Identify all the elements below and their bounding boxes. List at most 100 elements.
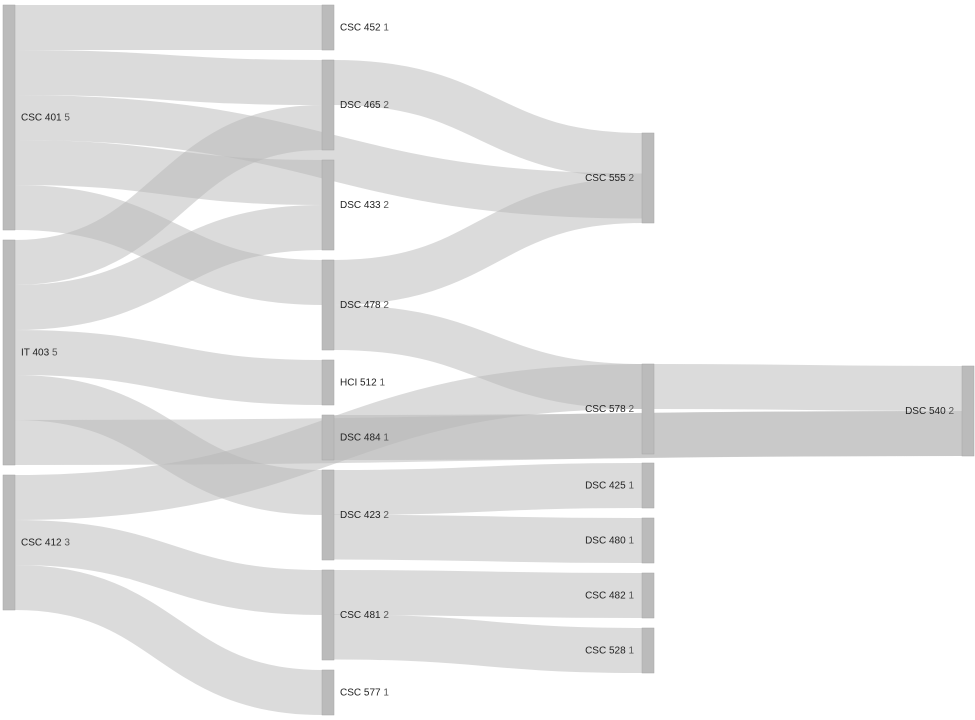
node-value: 2 bbox=[383, 200, 389, 211]
node-label-csc-555: CSC 555 2 bbox=[585, 173, 634, 184]
node-name: DSC 478 bbox=[340, 300, 383, 311]
node-dsc-480[interactable]: DSC 480 1 bbox=[585, 517, 655, 564]
link-dsc-465-to-csc-555[interactable] bbox=[333, 60, 643, 178]
node-bar-dsc-478[interactable] bbox=[321, 259, 335, 351]
node-csc-577[interactable]: CSC 577 1 bbox=[321, 669, 389, 716]
node-name: CSC 481 bbox=[340, 610, 383, 621]
node-value: 1 bbox=[383, 22, 389, 33]
node-dsc-484[interactable]: DSC 484 1 bbox=[321, 414, 389, 461]
link-csc-401-to-csc-555[interactable] bbox=[14, 95, 643, 219]
node-bar-dsc-433[interactable] bbox=[321, 159, 335, 251]
node-name: DSC 465 bbox=[340, 100, 383, 111]
node-dsc-433[interactable]: DSC 433 2 bbox=[321, 159, 389, 251]
link-dsc-478-to-csc-578[interactable] bbox=[333, 305, 643, 409]
node-bar-dsc-484[interactable] bbox=[321, 414, 335, 461]
node-bar-dsc-540[interactable] bbox=[961, 365, 975, 457]
node-bar-csc-482[interactable] bbox=[641, 572, 655, 619]
node-bar-csc-452[interactable] bbox=[321, 4, 335, 51]
node-value: 2 bbox=[383, 100, 389, 111]
node-bar-csc-528[interactable] bbox=[641, 627, 655, 674]
node-csc-528[interactable]: CSC 528 1 bbox=[585, 627, 655, 674]
node-value: 5 bbox=[52, 347, 58, 358]
link-it-403-to-dsc-465[interactable] bbox=[14, 105, 323, 285]
node-value: 1 bbox=[628, 590, 634, 601]
node-bar-csc-578[interactable] bbox=[641, 363, 655, 455]
node-bar-hci-512[interactable] bbox=[321, 359, 335, 406]
node-dsc-540[interactable]: DSC 540 2 bbox=[905, 365, 975, 457]
node-label-dsc-480: DSC 480 1 bbox=[585, 535, 634, 546]
node-bar-csc-481[interactable] bbox=[321, 569, 335, 661]
node-name: DSC 480 bbox=[585, 535, 628, 546]
link-it-403-to-hci-512[interactable] bbox=[14, 330, 323, 405]
node-csc-401[interactable]: CSC 401 5 bbox=[2, 4, 70, 231]
node-name: IT 403 bbox=[21, 347, 52, 358]
link-dsc-478-to-csc-555[interactable] bbox=[333, 178, 643, 305]
link-csc-481-to-csc-482[interactable] bbox=[333, 570, 643, 618]
node-name: DSC 484 bbox=[340, 432, 383, 443]
node-label-csc-412: CSC 412 3 bbox=[21, 537, 70, 548]
node-label-csc-528: CSC 528 1 bbox=[585, 645, 634, 656]
node-csc-412[interactable]: CSC 412 3 bbox=[2, 474, 70, 611]
node-csc-555[interactable]: CSC 555 2 bbox=[585, 132, 655, 224]
node-label-csc-401: CSC 401 5 bbox=[21, 112, 70, 123]
node-label-it-403: IT 403 5 bbox=[21, 347, 58, 358]
node-value: 2 bbox=[948, 406, 954, 417]
node-bar-it-403[interactable] bbox=[2, 239, 16, 466]
node-value: 2 bbox=[383, 510, 389, 521]
link-csc-412-to-csc-481[interactable] bbox=[14, 520, 323, 615]
node-name: DSC 423 bbox=[340, 510, 383, 521]
link-csc-578-to-dsc-540[interactable] bbox=[653, 364, 963, 411]
node-bar-csc-555[interactable] bbox=[641, 132, 655, 224]
node-bar-csc-577[interactable] bbox=[321, 669, 335, 716]
node-label-csc-452: CSC 452 1 bbox=[340, 22, 389, 33]
node-value: 1 bbox=[628, 480, 634, 491]
node-bar-dsc-423[interactable] bbox=[321, 469, 335, 561]
node-label-dsc-465: DSC 465 2 bbox=[340, 100, 389, 111]
node-dsc-425[interactable]: DSC 425 1 bbox=[585, 462, 655, 509]
node-value: 1 bbox=[379, 377, 385, 388]
node-bar-csc-412[interactable] bbox=[2, 474, 16, 611]
node-name: CSC 401 bbox=[21, 112, 64, 123]
node-csc-452[interactable]: CSC 452 1 bbox=[321, 4, 389, 51]
node-value: 2 bbox=[383, 610, 389, 621]
node-bar-csc-401[interactable] bbox=[2, 4, 16, 231]
node-label-csc-481: CSC 481 2 bbox=[340, 610, 389, 621]
node-label-dsc-484: DSC 484 1 bbox=[340, 432, 389, 443]
node-bar-dsc-425[interactable] bbox=[641, 462, 655, 509]
link-dsc-423-to-dsc-425[interactable] bbox=[333, 463, 643, 515]
link-csc-412-to-csc-577[interactable] bbox=[14, 565, 323, 715]
node-hci-512[interactable]: HCI 512 1 bbox=[321, 359, 385, 406]
node-value: 1 bbox=[628, 535, 634, 546]
node-value: 2 bbox=[628, 404, 634, 415]
sankey-links bbox=[14, 5, 963, 715]
node-dsc-465[interactable]: DSC 465 2 bbox=[321, 59, 389, 151]
node-value: 2 bbox=[628, 173, 634, 184]
node-name: CSC 578 bbox=[585, 404, 628, 415]
node-label-dsc-540: DSC 540 2 bbox=[905, 406, 954, 417]
node-value: 3 bbox=[64, 537, 70, 548]
node-dsc-478[interactable]: DSC 478 2 bbox=[321, 259, 389, 351]
node-value: 2 bbox=[383, 300, 389, 311]
node-csc-578[interactable]: CSC 578 2 bbox=[585, 363, 655, 455]
link-csc-401-to-dsc-465[interactable] bbox=[14, 50, 323, 105]
link-it-403-to-dsc-433[interactable] bbox=[14, 205, 323, 330]
node-name: CSC 482 bbox=[585, 590, 628, 601]
node-value: 1 bbox=[383, 432, 389, 443]
link-csc-481-to-csc-528[interactable] bbox=[333, 614, 643, 673]
node-csc-482[interactable]: CSC 482 1 bbox=[585, 572, 655, 619]
node-bar-dsc-465[interactable] bbox=[321, 59, 335, 151]
link-dsc-423-to-dsc-480[interactable] bbox=[333, 514, 643, 563]
node-bar-dsc-480[interactable] bbox=[641, 517, 655, 564]
node-label-dsc-433: DSC 433 2 bbox=[340, 200, 389, 211]
node-csc-481[interactable]: CSC 481 2 bbox=[321, 569, 389, 661]
node-dsc-423[interactable]: DSC 423 2 bbox=[321, 469, 389, 561]
node-it-403[interactable]: IT 403 5 bbox=[2, 239, 58, 466]
node-name: CSC 452 bbox=[340, 22, 383, 33]
node-label-csc-578: CSC 578 2 bbox=[585, 404, 634, 415]
node-name: DSC 425 bbox=[585, 480, 628, 491]
node-label-dsc-425: DSC 425 1 bbox=[585, 480, 634, 491]
node-label-dsc-423: DSC 423 2 bbox=[340, 510, 389, 521]
node-value: 1 bbox=[628, 645, 634, 656]
